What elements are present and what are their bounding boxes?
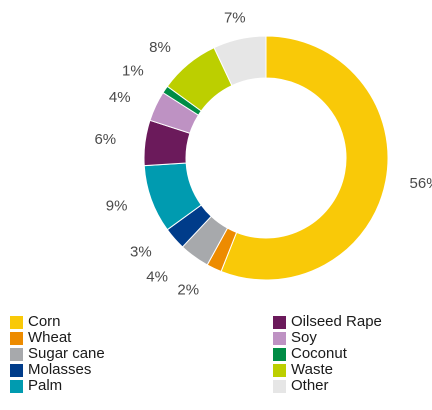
- legend-label-soy: Soy: [291, 329, 317, 346]
- legend-label-molasses: Molasses: [28, 361, 92, 378]
- legend-label-corn: Corn: [28, 313, 61, 330]
- legend-item-molasses: Molasses: [10, 362, 190, 378]
- slice-other: [213, 35, 267, 87]
- legend-swatch-soy: [273, 331, 286, 345]
- data-label-molasses: 3%: [130, 244, 152, 261]
- data-labels: 56% 2% 4% 3% 9% 6% 4% 1% 8% 7%: [94, 9, 432, 298]
- legend-label-wheat: Wheat: [28, 329, 72, 346]
- legend-swatch-sugar-cane: [10, 347, 23, 361]
- legend-left-column: Corn Wheat Sugar cane Molasses Palm: [10, 314, 190, 410]
- legend-swatch-molasses: [10, 363, 23, 377]
- legend-label-other: Other: [291, 377, 329, 394]
- data-label-oilseed-rape: 6%: [94, 131, 116, 148]
- legend-label-sugar-cane: Sugar cane: [28, 345, 105, 362]
- data-label-coconut: 1%: [122, 63, 144, 80]
- legend-swatch-waste: [273, 363, 286, 377]
- legend-swatch-wheat: [10, 331, 23, 345]
- data-label-wheat: 2%: [177, 281, 199, 298]
- data-label-waste: 8%: [149, 39, 171, 56]
- legend-item-waste: Waste: [273, 362, 432, 378]
- legend-label-waste: Waste: [291, 361, 333, 378]
- legend-item-soy: Soy: [273, 330, 432, 346]
- legend-swatch-corn: [10, 315, 23, 329]
- legend-swatch-coconut: [273, 347, 286, 361]
- legend-label-palm: Palm: [28, 377, 63, 394]
- legend-swatch-oilseed-rape: [273, 315, 286, 329]
- legend-label-coconut: Coconut: [291, 345, 347, 362]
- legend-item-corn: Corn: [10, 314, 190, 330]
- data-label-other: 7%: [224, 9, 246, 26]
- legend-swatch-palm: [10, 379, 23, 393]
- slice-corn: [220, 35, 389, 281]
- legend-label-oilseed-rape: Oilseed Rape: [291, 313, 382, 330]
- data-label-corn: 56%: [410, 175, 432, 192]
- legend-item-wheat: Wheat: [10, 330, 190, 346]
- legend-right-column: Oilseed Rape Soy Coconut Waste Other: [273, 314, 432, 410]
- data-label-soy: 4%: [109, 89, 131, 106]
- legend-item-oilseed-rape: Oilseed Rape: [273, 314, 432, 330]
- legend-item-sugar-cane: Sugar cane: [10, 346, 190, 362]
- legend-swatch-other: [273, 379, 286, 393]
- legend-item-other: Other: [273, 378, 432, 394]
- data-label-sugar-cane: 4%: [146, 269, 168, 286]
- legend-item-coconut: Coconut: [273, 346, 432, 362]
- donut-slices: [143, 35, 389, 281]
- data-label-palm: 9%: [106, 197, 128, 214]
- legend-item-palm: Palm: [10, 378, 190, 394]
